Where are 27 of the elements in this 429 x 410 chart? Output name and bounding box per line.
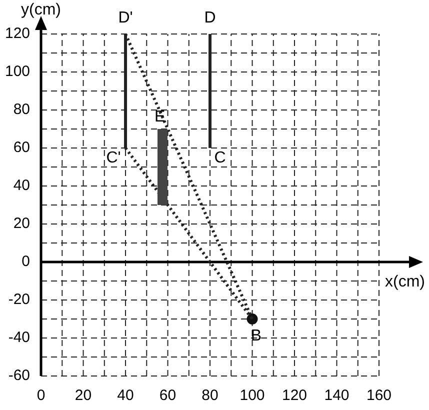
x-tick-label: 60 (159, 387, 176, 404)
annotation: D' (118, 9, 133, 26)
y-tick-label: -40 (8, 329, 30, 346)
x-tick-label: 120 (282, 387, 308, 404)
y-tick-label: 80 (13, 101, 30, 118)
annotation: C (214, 149, 226, 166)
annotation: C' (106, 149, 121, 166)
y-axis-title: y(cm) (21, 1, 62, 18)
x-tick-label: 0 (36, 387, 46, 404)
y-tick-label: 0 (22, 253, 30, 270)
x-tick-label: 40 (117, 387, 134, 404)
y-tick-label: -20 (8, 291, 30, 308)
y-tick-label: -60 (8, 367, 30, 384)
x-axis-title: x(cm) (385, 273, 425, 290)
x-tick-label: 160 (366, 387, 392, 404)
y-tick-label: 60 (13, 139, 30, 156)
y-tick-label: 120 (4, 25, 30, 42)
y-tick-label: 100 (4, 63, 30, 80)
annotation: D (204, 9, 216, 26)
y-tick-label: 40 (13, 177, 30, 194)
x-tick-label: 140 (324, 387, 350, 404)
x-tick-label: 100 (240, 387, 265, 404)
y-tick-label: 20 (13, 215, 30, 232)
x-tick-label: 80 (202, 387, 218, 404)
annotation: B (250, 327, 262, 344)
annotation: E (154, 108, 166, 126)
x-tick-label: 20 (74, 387, 92, 404)
